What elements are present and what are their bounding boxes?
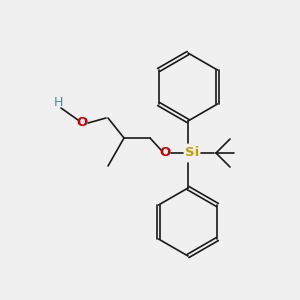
Text: H: H	[53, 97, 63, 110]
Text: O: O	[159, 146, 171, 160]
Text: Si: Si	[185, 146, 199, 160]
Text: O: O	[76, 116, 88, 130]
